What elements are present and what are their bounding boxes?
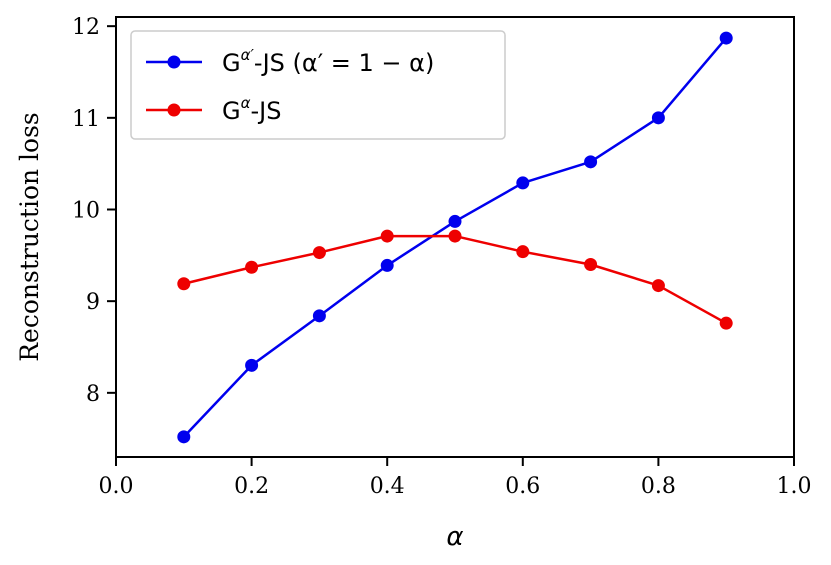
data-point bbox=[516, 176, 530, 190]
plot-frame bbox=[115, 16, 795, 458]
x-tick-label: 0.4 bbox=[370, 474, 405, 499]
data-point bbox=[651, 111, 665, 125]
plot-area: 0.0 0.2 0.4 0.6 0.8 1.0 8 9 10 11 12 bbox=[72, 15, 812, 499]
data-point bbox=[584, 155, 598, 169]
data-point bbox=[516, 245, 530, 259]
data-point bbox=[719, 316, 733, 330]
series-line bbox=[183, 234, 727, 325]
data-point bbox=[177, 430, 191, 444]
data-point bbox=[448, 214, 462, 228]
series-1 bbox=[177, 31, 733, 444]
data-point bbox=[245, 358, 259, 372]
y-tick-label: 9 bbox=[86, 290, 100, 315]
y-tick-label: 10 bbox=[72, 199, 100, 224]
data-point bbox=[448, 229, 462, 243]
data-point bbox=[380, 258, 394, 272]
data-point bbox=[719, 31, 733, 45]
data-point bbox=[380, 229, 394, 243]
data-point bbox=[245, 260, 259, 274]
legend-entry: Gα′-JS (α′ = 1 − α) bbox=[222, 46, 434, 77]
data-point bbox=[651, 279, 665, 293]
x-tick-label: 0.6 bbox=[505, 474, 540, 499]
legend: Gα′-JS (α′ = 1 − α) Gα-JS bbox=[130, 30, 506, 140]
y-tick-label: 11 bbox=[72, 107, 100, 132]
x-tick-label: 0.8 bbox=[641, 474, 676, 499]
series-2 bbox=[177, 229, 733, 330]
x-tick-label: 1.0 bbox=[777, 474, 812, 499]
x-tick-label: 0.0 bbox=[99, 474, 134, 499]
legend-entry: Gα-JS bbox=[222, 94, 281, 125]
y-tick-label: 8 bbox=[86, 382, 100, 407]
legend-marker bbox=[167, 103, 181, 117]
data-point bbox=[177, 277, 191, 291]
y-tick-label: 12 bbox=[72, 15, 100, 40]
data-point bbox=[584, 258, 598, 271]
x-axis-label: α bbox=[446, 522, 463, 552]
data-point bbox=[312, 246, 326, 260]
legend-marker bbox=[167, 55, 181, 69]
x-tick-label: 0.2 bbox=[234, 474, 269, 499]
data-point bbox=[312, 309, 326, 323]
y-axis-label: Reconstruction loss bbox=[15, 112, 44, 362]
legend-box bbox=[130, 30, 506, 140]
series-layer bbox=[177, 31, 733, 444]
